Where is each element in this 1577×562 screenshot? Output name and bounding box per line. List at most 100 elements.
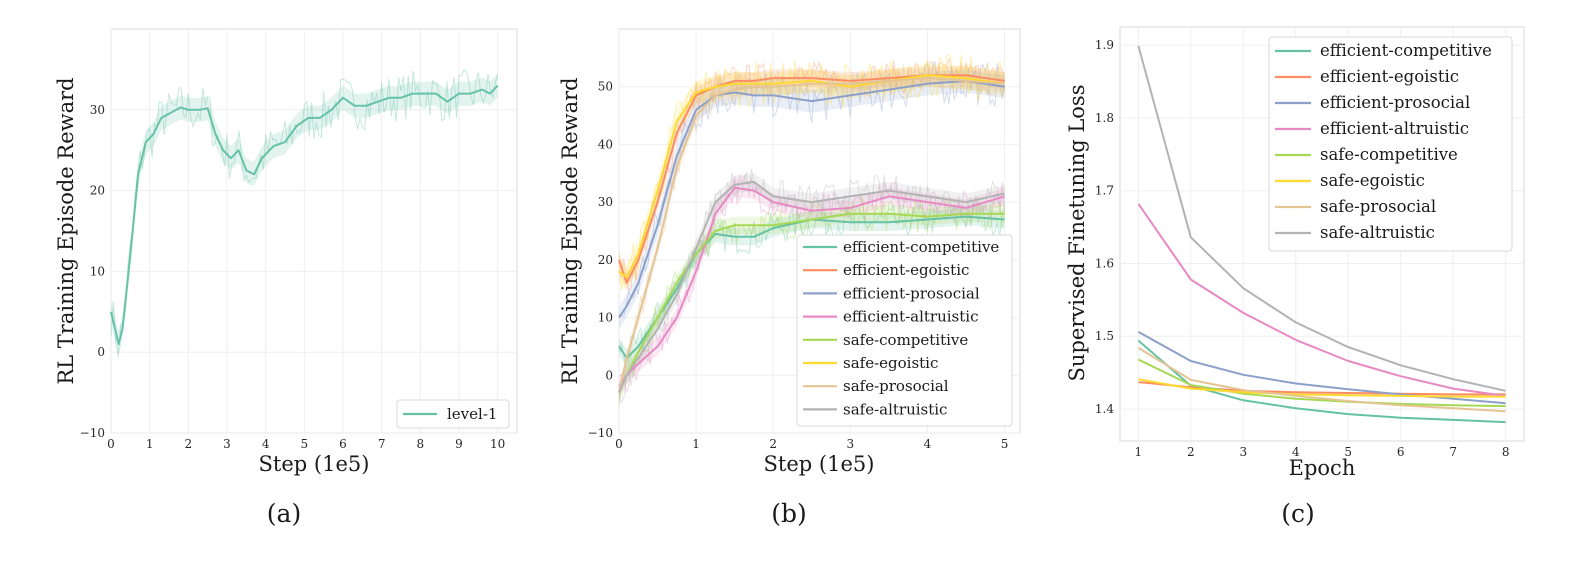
x-tick-label: 4 bbox=[1292, 445, 1300, 459]
series-line-efficient-prosocial bbox=[618, 79, 1005, 319]
raw-trace-level-1 bbox=[110, 69, 499, 357]
series-line-efficient-egoistic bbox=[1138, 381, 1506, 396]
y-axis-label: RL Training Episode Reward bbox=[54, 77, 78, 384]
panel-caption: (b) bbox=[771, 499, 807, 528]
y-tick-label: 0 bbox=[605, 368, 613, 382]
x-tick-label: 8 bbox=[417, 437, 425, 451]
raw-trace-efficient-egoistic bbox=[618, 57, 1006, 292]
legend-frame bbox=[1268, 36, 1513, 252]
band-efficient-altruistic bbox=[619, 179, 1005, 396]
legend-label: safe-competitive bbox=[1320, 145, 1458, 164]
legend-label: efficient-competitive bbox=[843, 238, 999, 256]
y-tick-label: −10 bbox=[588, 426, 613, 440]
y-tick-label: 10 bbox=[90, 264, 105, 278]
y-tick-labels: 1.4 1.5 1.6 1.7 1.8 1.9 bbox=[1095, 38, 1114, 416]
legend-frame bbox=[396, 399, 510, 429]
legend-label: efficient-prosocial bbox=[843, 284, 980, 302]
y-tick-label: 20 bbox=[90, 184, 105, 198]
legend-label: efficient-egoistic bbox=[1320, 67, 1459, 86]
x-tick-label: 3 bbox=[847, 437, 855, 451]
y-tick-label: 1.8 bbox=[1095, 111, 1114, 125]
x-tick-label: 6 bbox=[339, 437, 347, 451]
legend-frame bbox=[796, 234, 1013, 427]
x-tick-label: 7 bbox=[1449, 445, 1457, 459]
legend-label: safe-prosocial bbox=[1320, 197, 1436, 216]
panel-c: 1 2 3 4 5 6 7 8 1.4 1.5 1.6 1.7 1.8 1.9 Epoch Superv… bbox=[1065, 26, 1525, 528]
y-axis-label: Supervised Finetuning Loss bbox=[1065, 85, 1089, 382]
x-tick-label: 0 bbox=[107, 437, 115, 451]
x-tick-label: 2 bbox=[185, 437, 193, 451]
legend: efficient-competitive efficient-egoistic e… bbox=[796, 234, 1013, 427]
x-tick-label: 5 bbox=[1001, 437, 1009, 451]
y-axis-label: RL Training Episode Reward bbox=[558, 77, 582, 384]
x-tick-labels: 1 2 3 4 5 6 7 8 bbox=[1135, 445, 1510, 459]
panel-caption: (a) bbox=[267, 499, 301, 528]
series-line-efficient-egoistic bbox=[618, 74, 1005, 284]
legend-label: safe-altruistic bbox=[1320, 223, 1435, 242]
axes-frame bbox=[110, 28, 518, 434]
series-line-efficient-altruistic bbox=[1137, 203, 1506, 397]
y-tick-label: 1.4 bbox=[1095, 402, 1114, 416]
x-tick-label: 8 bbox=[1502, 445, 1510, 459]
x-tick-label: 6 bbox=[1397, 445, 1405, 459]
x-tick-label: 10 bbox=[490, 437, 505, 451]
x-tick-label: 5 bbox=[301, 437, 309, 451]
confidence-bands bbox=[110, 69, 499, 357]
x-tick-label: 1 bbox=[1135, 445, 1143, 459]
y-tick-label: 20 bbox=[598, 253, 613, 267]
y-tick-label: 30 bbox=[598, 195, 613, 209]
legend-label: efficient-competitive bbox=[1320, 41, 1492, 60]
grid bbox=[110, 29, 517, 434]
series-line-safe-prosocial bbox=[1137, 347, 1506, 413]
x-tick-label: 2 bbox=[769, 437, 777, 451]
series-line-efficient-altruistic bbox=[618, 186, 1005, 388]
series-lines bbox=[110, 84, 499, 346]
legend-label: efficient-altruistic bbox=[1320, 119, 1469, 138]
legend-label: efficient-altruistic bbox=[843, 308, 978, 326]
legend-label: safe-egoistic bbox=[1320, 171, 1425, 190]
x-tick-label: 3 bbox=[223, 437, 231, 451]
y-tick-labels: −10 0 10 20 30 40 50 bbox=[588, 80, 613, 440]
x-tick-label: 4 bbox=[262, 437, 270, 451]
x-tick-label: 1 bbox=[692, 437, 700, 451]
y-tick-label: 30 bbox=[90, 103, 105, 117]
series-line-safe-egoistic bbox=[618, 74, 1005, 279]
legend-label: safe-egoistic bbox=[843, 354, 938, 372]
x-tick-label: 0 bbox=[615, 437, 623, 451]
y-tick-label: 0 bbox=[97, 345, 105, 359]
x-tick-label: 3 bbox=[1239, 445, 1247, 459]
series-line-efficient-prosocial bbox=[1137, 331, 1506, 405]
y-tick-label: 1.6 bbox=[1095, 256, 1114, 270]
series-line-safe-prosocial bbox=[618, 77, 1005, 393]
x-tick-label: 7 bbox=[378, 437, 386, 451]
x-axis-label: Step (1e5) bbox=[259, 452, 370, 476]
y-tick-label: 1.7 bbox=[1095, 184, 1114, 198]
series-line-safe-egoistic bbox=[1138, 378, 1506, 398]
series-lines bbox=[618, 74, 1005, 394]
y-tick-label: 1.9 bbox=[1095, 38, 1114, 52]
series-line-safe-altruistic bbox=[1137, 45, 1506, 392]
legend-label: efficient-prosocial bbox=[1320, 93, 1470, 112]
series-lines bbox=[1137, 45, 1506, 424]
series-line-safe-altruistic bbox=[618, 180, 1005, 394]
legend-label: safe-competitive bbox=[843, 331, 968, 349]
series-line-efficient-competitive bbox=[618, 215, 1005, 359]
x-tick-label: 5 bbox=[1344, 445, 1352, 459]
y-tick-labels: −10 0 10 20 30 bbox=[80, 103, 105, 440]
x-tick-labels: 0 1 2 3 4 5 bbox=[615, 437, 1008, 451]
series-line-safe-competitive bbox=[1137, 358, 1506, 408]
band-safe-egoistic bbox=[619, 63, 1005, 289]
x-tick-labels: 0 1 2 3 4 5 6 7 8 9 10 bbox=[107, 437, 505, 451]
legend: efficient-competitive efficient-egoistic e… bbox=[1268, 36, 1513, 252]
x-tick-label: 9 bbox=[455, 437, 463, 451]
panel-caption: (c) bbox=[1281, 499, 1315, 528]
legend-label: efficient-egoistic bbox=[843, 261, 969, 279]
legend: level-1 bbox=[396, 399, 510, 429]
x-axis-label: Step (1e5) bbox=[764, 452, 875, 476]
x-axis-label: Epoch bbox=[1289, 456, 1356, 480]
y-tick-label: 40 bbox=[598, 137, 613, 151]
y-tick-label: −10 bbox=[80, 426, 105, 440]
